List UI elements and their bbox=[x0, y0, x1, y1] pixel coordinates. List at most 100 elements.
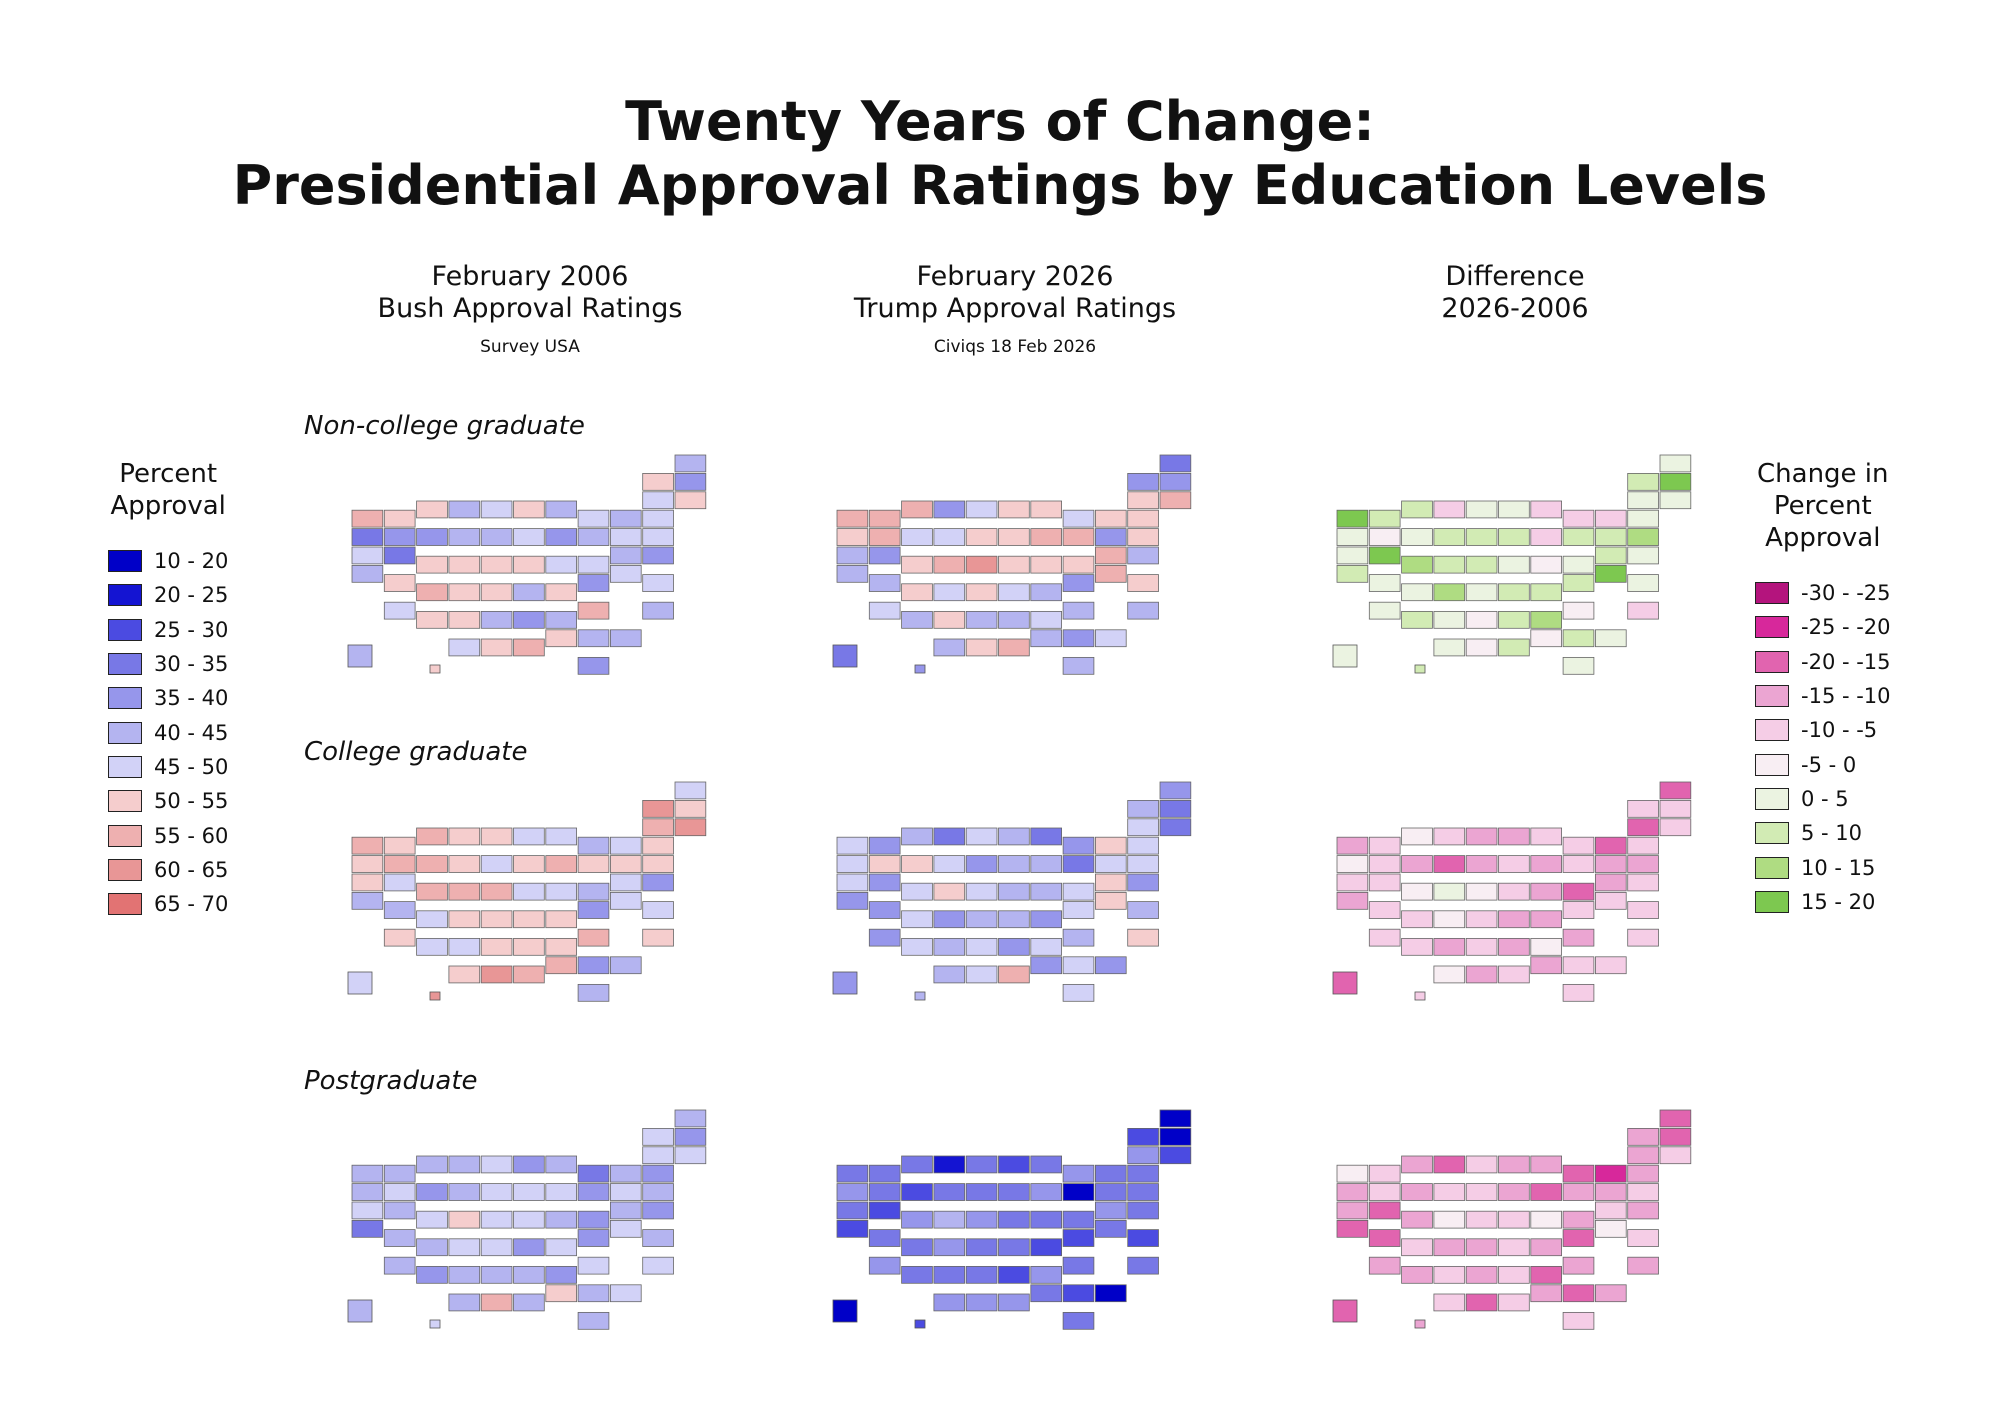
state-region bbox=[933, 1265, 966, 1284]
map-2006-postgrad bbox=[347, 1109, 707, 1330]
state-region bbox=[577, 1284, 610, 1303]
state-region bbox=[416, 1155, 448, 1174]
state-region bbox=[1094, 1220, 1127, 1238]
state-region bbox=[836, 836, 869, 855]
legend-swatch bbox=[108, 755, 142, 778]
state-region bbox=[351, 565, 384, 583]
state-region bbox=[1594, 565, 1627, 583]
legend-swatch bbox=[108, 858, 142, 881]
legend-item: 5 - 10 bbox=[1755, 816, 1891, 850]
state-region bbox=[1465, 965, 1498, 984]
state-region bbox=[416, 528, 448, 546]
state-region bbox=[1530, 1284, 1563, 1303]
state-region bbox=[1159, 1127, 1192, 1146]
state-region bbox=[1401, 555, 1433, 574]
state-region bbox=[965, 1210, 998, 1229]
state-region bbox=[1530, 855, 1563, 873]
state-region bbox=[933, 1293, 966, 1312]
state-alaska bbox=[832, 971, 858, 995]
state-region bbox=[1401, 855, 1433, 873]
state-region bbox=[448, 855, 481, 873]
state-region bbox=[1627, 1164, 1659, 1183]
state-region bbox=[1094, 1164, 1127, 1183]
state-region bbox=[998, 937, 1030, 956]
legend-title: Change in Percent Approval bbox=[1755, 458, 1891, 554]
state-region bbox=[545, 1155, 578, 1174]
state-region bbox=[1433, 937, 1466, 956]
state-region bbox=[513, 855, 545, 873]
state-region bbox=[1594, 1164, 1627, 1183]
map-2026-postgrad bbox=[832, 1109, 1192, 1330]
legend-item: 55 - 60 bbox=[108, 818, 228, 852]
state-region bbox=[1465, 910, 1498, 929]
state-region bbox=[901, 1210, 933, 1229]
state-region bbox=[1336, 873, 1369, 892]
state-region bbox=[1127, 601, 1159, 620]
state-region bbox=[998, 910, 1030, 929]
state-region bbox=[1336, 509, 1369, 528]
state-region bbox=[577, 629, 610, 648]
legend-swatch bbox=[108, 893, 142, 916]
legend-swatch bbox=[108, 824, 142, 847]
state-region bbox=[1627, 1127, 1659, 1146]
state-region bbox=[1659, 491, 1692, 510]
column-header-line2: Trump Approval Ratings bbox=[853, 293, 1177, 324]
state-region bbox=[642, 901, 674, 919]
state-region bbox=[1498, 1155, 1530, 1174]
state-region bbox=[1562, 836, 1595, 855]
title-line-2: Presidential Approval Ratings by Educati… bbox=[232, 154, 1768, 217]
state-region bbox=[351, 855, 384, 873]
state-region bbox=[545, 855, 578, 873]
state-region bbox=[674, 818, 707, 837]
map-diff-postgrad bbox=[1332, 1109, 1692, 1330]
state-region bbox=[1465, 1210, 1498, 1229]
state-region bbox=[965, 1293, 998, 1312]
state-alaska bbox=[832, 644, 858, 668]
state-region bbox=[383, 1183, 416, 1201]
legend-label: 30 - 35 bbox=[154, 652, 229, 677]
state-region bbox=[609, 956, 642, 975]
state-region bbox=[1627, 472, 1659, 491]
state-region bbox=[416, 1238, 448, 1257]
state-region bbox=[1433, 1238, 1466, 1257]
state-region bbox=[1159, 1109, 1192, 1128]
column-header-line1: February 2026 bbox=[916, 261, 1114, 292]
state-region bbox=[868, 1256, 901, 1275]
legend-item: 20 - 25 bbox=[108, 578, 228, 612]
state-region bbox=[1627, 855, 1659, 873]
map-2006-college bbox=[347, 781, 707, 1002]
state-region bbox=[577, 836, 610, 855]
state-region bbox=[1127, 1229, 1159, 1247]
state-region bbox=[1336, 836, 1369, 855]
state-region bbox=[1368, 836, 1401, 855]
legend-item: -25 - -20 bbox=[1755, 610, 1891, 644]
state-region bbox=[609, 1201, 642, 1220]
state-region bbox=[642, 491, 674, 510]
state-region bbox=[448, 937, 481, 956]
state-region bbox=[1562, 601, 1595, 620]
state-hawaii bbox=[914, 991, 926, 1001]
state-region bbox=[480, 910, 513, 929]
state-region bbox=[513, 638, 545, 657]
state-region bbox=[1594, 1201, 1627, 1220]
state-region bbox=[1465, 638, 1498, 657]
state-region bbox=[868, 928, 901, 947]
state-region bbox=[448, 500, 481, 519]
state-region bbox=[1594, 873, 1627, 892]
state-region bbox=[1465, 1238, 1498, 1257]
legend-percent-approval: Percent Approval 10 - 20 20 - 25 25 - 30 30… bbox=[108, 458, 228, 921]
state-region bbox=[1433, 555, 1466, 574]
state-region bbox=[1498, 1210, 1530, 1229]
legend-label: 10 - 15 bbox=[1801, 855, 1876, 880]
state-region bbox=[1530, 956, 1563, 975]
state-region bbox=[1062, 555, 1095, 574]
legend-swatch bbox=[1755, 650, 1789, 673]
state-region bbox=[836, 873, 869, 892]
state-region bbox=[1159, 472, 1192, 491]
legend-label: -30 - -25 bbox=[1801, 581, 1891, 606]
state-region bbox=[1127, 1201, 1159, 1220]
state-region bbox=[545, 500, 578, 519]
state-region bbox=[674, 454, 707, 473]
state-region bbox=[1627, 799, 1659, 818]
state-region bbox=[1336, 546, 1369, 565]
